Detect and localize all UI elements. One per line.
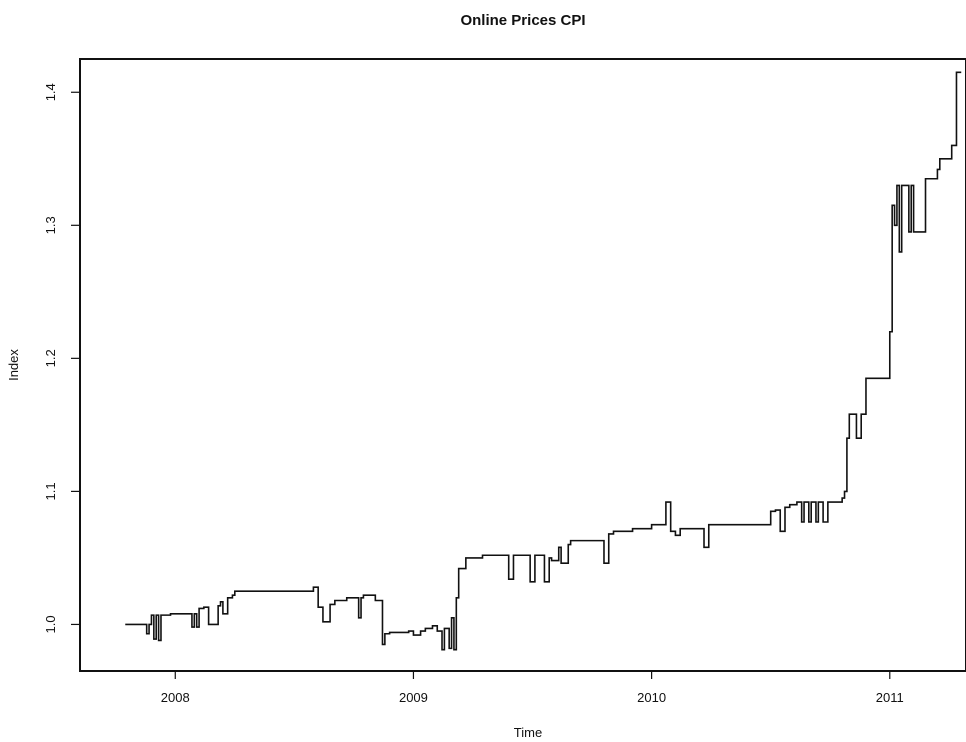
plot-frame bbox=[79, 58, 966, 672]
chart-title: Online Prices CPI bbox=[460, 12, 585, 29]
y-tick-label: 1.1 bbox=[43, 482, 58, 500]
y-axis-label: Index bbox=[6, 349, 21, 381]
y-axis: 1.0 1.1 1.2 1.3 1.4 bbox=[43, 83, 80, 633]
y-tick-label: 1.0 bbox=[43, 615, 58, 633]
series-line bbox=[125, 71, 962, 651]
y-tick-label: 1.3 bbox=[43, 216, 58, 234]
x-tick-label: 2009 bbox=[399, 690, 428, 705]
x-tick-label: 2008 bbox=[161, 690, 190, 705]
x-axis-label: Time bbox=[514, 725, 542, 740]
y-tick-label: 1.4 bbox=[43, 83, 58, 101]
x-tick-label: 2011 bbox=[876, 690, 904, 705]
series-layer bbox=[125, 71, 962, 651]
y-tick-label: 1.2 bbox=[43, 349, 58, 367]
x-axis: 2008 2009 2010 2011 bbox=[161, 671, 904, 705]
x-tick-label: 2010 bbox=[637, 690, 666, 705]
